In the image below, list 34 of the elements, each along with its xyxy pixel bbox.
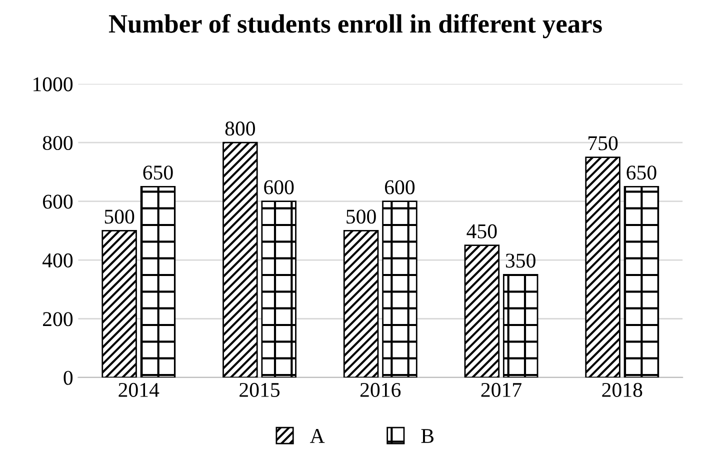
bar — [382, 200, 418, 378]
data-label: 600 — [384, 180, 415, 194]
legend-label: B — [421, 429, 434, 443]
data-label: 450 — [466, 224, 497, 238]
data-label: 650 — [626, 166, 656, 180]
bar — [140, 186, 176, 378]
data-label: 800 — [225, 122, 256, 136]
x-tick-label: 2014 — [118, 382, 160, 397]
y-tick-label: 1000 — [34, 77, 73, 92]
bar — [222, 142, 258, 378]
x-tick-label: 2018 — [602, 382, 642, 397]
bar — [102, 230, 137, 378]
chart-title: Number of students enroll in different years — [108, 14, 602, 38]
data-label: 500 — [104, 210, 134, 224]
data-label: 500 — [346, 210, 376, 224]
legend-label: A — [310, 429, 325, 443]
data-label: 600 — [264, 180, 294, 194]
bar — [502, 274, 538, 378]
bar — [343, 230, 379, 378]
data-label: 650 — [143, 166, 173, 180]
x-tick-label: 2017 — [481, 382, 522, 397]
bar — [585, 156, 620, 378]
y-tick-label: 400 — [42, 253, 73, 268]
bar — [624, 186, 660, 378]
data-label: 350 — [506, 254, 536, 268]
y-tick-label: 0 — [64, 370, 73, 385]
y-tick-label: 200 — [43, 312, 73, 326]
y-tick-label: 600 — [42, 194, 73, 209]
data-label: 750 — [588, 136, 618, 150]
x-tick-label: 2015 — [240, 382, 280, 397]
bar — [464, 244, 500, 378]
y-tick-label: 800 — [42, 136, 73, 150]
x-tick-label: 2016 — [360, 382, 401, 397]
bar — [261, 200, 296, 378]
